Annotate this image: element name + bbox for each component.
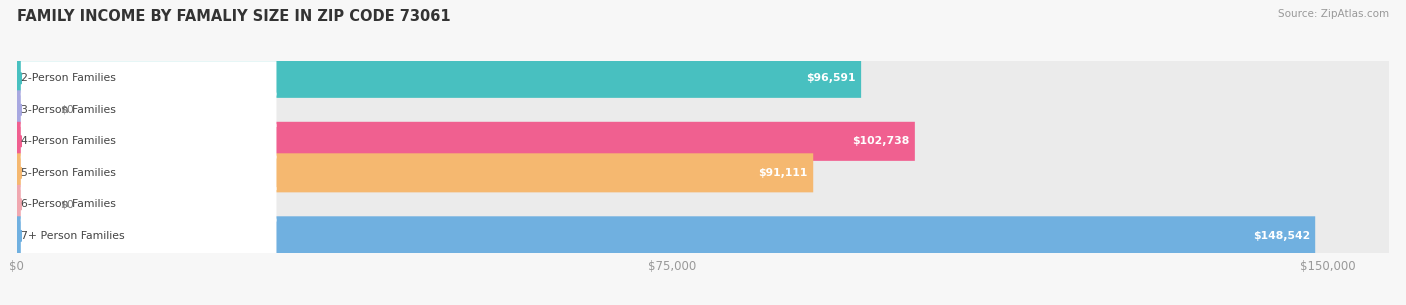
Text: 6-Person Families: 6-Person Families bbox=[21, 199, 115, 209]
Text: 3-Person Families: 3-Person Families bbox=[21, 105, 115, 115]
FancyBboxPatch shape bbox=[17, 59, 860, 98]
FancyBboxPatch shape bbox=[21, 93, 277, 127]
Text: $0: $0 bbox=[60, 105, 75, 115]
FancyBboxPatch shape bbox=[21, 61, 277, 95]
FancyBboxPatch shape bbox=[17, 216, 1389, 255]
Text: Source: ZipAtlas.com: Source: ZipAtlas.com bbox=[1278, 9, 1389, 19]
FancyBboxPatch shape bbox=[17, 59, 1389, 98]
FancyBboxPatch shape bbox=[21, 156, 277, 190]
Text: 2-Person Families: 2-Person Families bbox=[21, 73, 115, 83]
FancyBboxPatch shape bbox=[17, 153, 1389, 192]
Text: $96,591: $96,591 bbox=[807, 73, 856, 83]
Text: $91,111: $91,111 bbox=[759, 168, 808, 178]
FancyBboxPatch shape bbox=[21, 187, 277, 221]
Text: $102,738: $102,738 bbox=[852, 136, 910, 146]
Text: $0: $0 bbox=[60, 199, 75, 209]
FancyBboxPatch shape bbox=[17, 90, 1389, 129]
FancyBboxPatch shape bbox=[17, 185, 48, 224]
FancyBboxPatch shape bbox=[17, 122, 915, 161]
FancyBboxPatch shape bbox=[21, 219, 277, 253]
FancyBboxPatch shape bbox=[17, 185, 1389, 224]
Text: 4-Person Families: 4-Person Families bbox=[21, 136, 115, 146]
Text: FAMILY INCOME BY FAMALIY SIZE IN ZIP CODE 73061: FAMILY INCOME BY FAMALIY SIZE IN ZIP COD… bbox=[17, 9, 450, 24]
FancyBboxPatch shape bbox=[21, 124, 277, 159]
FancyBboxPatch shape bbox=[17, 153, 813, 192]
Text: 5-Person Families: 5-Person Families bbox=[21, 168, 115, 178]
FancyBboxPatch shape bbox=[17, 122, 1389, 161]
FancyBboxPatch shape bbox=[17, 90, 48, 129]
FancyBboxPatch shape bbox=[17, 216, 1315, 255]
Text: 7+ Person Families: 7+ Person Families bbox=[21, 231, 125, 241]
Text: $148,542: $148,542 bbox=[1253, 231, 1310, 241]
